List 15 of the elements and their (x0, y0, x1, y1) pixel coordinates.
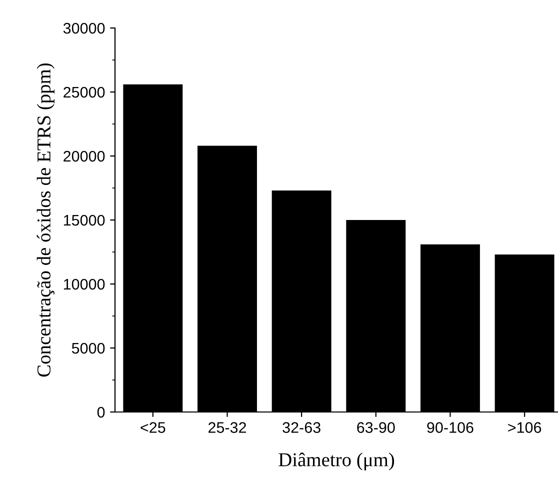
x-tick-label: 63-90 (357, 422, 395, 433)
y-tick-label: 30000 (63, 22, 105, 34)
y-tick-label: 5000 (72, 342, 105, 354)
x-tick-label: >106 (508, 422, 542, 433)
y-tick-label: 25000 (64, 86, 105, 98)
x-tick-label: 25-32 (208, 422, 246, 433)
y-tick-label: 15000 (64, 214, 105, 226)
y-axis-title: Concentração de óxidos de ETRS (ppm) (36, 63, 54, 377)
x-tick-label: <25 (140, 422, 166, 433)
x-tick-label: 32-63 (282, 422, 320, 433)
x-axis-title: Diâmetro (μm) (278, 452, 394, 470)
y-tick-label: 20000 (64, 150, 105, 162)
x-tick-label: 90-106 (427, 422, 474, 433)
y-tick-label: 10000 (64, 278, 105, 290)
y-tick-label: 0 (97, 406, 105, 418)
